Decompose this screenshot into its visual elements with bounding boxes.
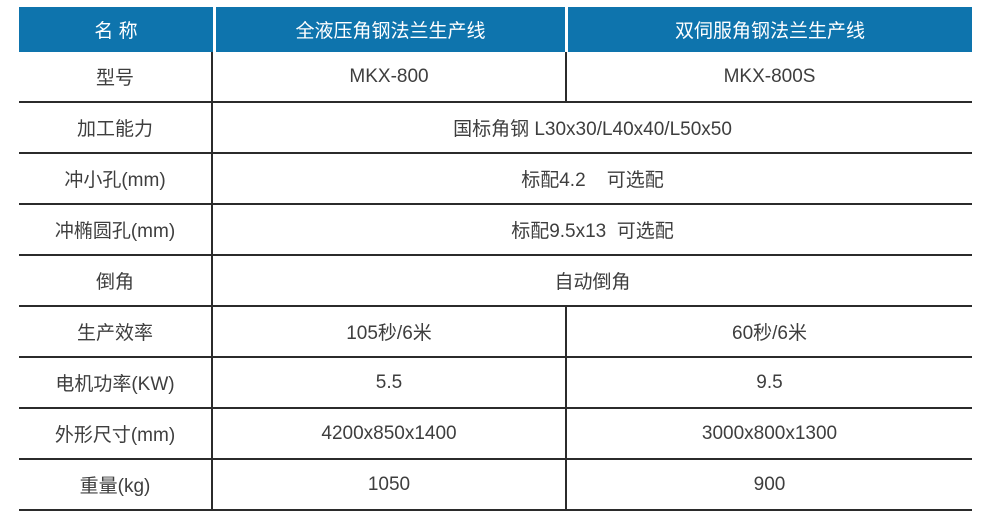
header-cell-hydraulic-line: 全液压角钢法兰生产线	[213, 7, 565, 52]
cell-value-merged: 标配4.2 可选配	[213, 154, 972, 205]
row-label: 生产效率	[19, 307, 213, 358]
table-row-small-hole: 冲小孔(mm) 标配4.2 可选配	[19, 154, 972, 205]
table-header-row: 名 称 全液压角钢法兰生产线 双伺服角钢法兰生产线	[19, 7, 972, 52]
cell-value: 3000x800x1300	[565, 409, 972, 460]
header-cell-name: 名 称	[19, 7, 213, 52]
row-label: 重量(kg)	[19, 460, 213, 511]
table-row-oval-hole: 冲椭圆孔(mm) 标配9.5x13 可选配	[19, 205, 972, 256]
spec-comparison-table: 名 称 全液压角钢法兰生产线 双伺服角钢法兰生产线 型号 MKX-800 MKX…	[19, 7, 972, 511]
cell-value-merged: 国标角钢 L30x30/L40x40/L50x50	[213, 103, 972, 154]
row-label: 加工能力	[19, 103, 213, 154]
cell-value: MKX-800	[213, 52, 565, 103]
row-label: 型号	[19, 52, 213, 103]
cell-value: 4200x850x1400	[213, 409, 565, 460]
cell-value: 105秒/6米	[213, 307, 565, 358]
row-label: 外形尺寸(mm)	[19, 409, 213, 460]
row-label: 冲椭圆孔(mm)	[19, 205, 213, 256]
cell-value-merged: 自动倒角	[213, 256, 972, 307]
row-label: 冲小孔(mm)	[19, 154, 213, 205]
table-row-motor-power: 电机功率(KW) 5.5 9.5	[19, 358, 972, 409]
table-row-dimensions: 外形尺寸(mm) 4200x850x1400 3000x800x1300	[19, 409, 972, 460]
cell-value: 9.5	[565, 358, 972, 409]
row-label: 倒角	[19, 256, 213, 307]
cell-value: 5.5	[213, 358, 565, 409]
cell-value: MKX-800S	[565, 52, 972, 103]
cell-value: 900	[565, 460, 972, 511]
table-row-weight: 重量(kg) 1050 900	[19, 460, 972, 511]
row-label: 电机功率(KW)	[19, 358, 213, 409]
table-row-capacity: 加工能力 国标角钢 L30x30/L40x40/L50x50	[19, 103, 972, 154]
table-row-chamfer: 倒角 自动倒角	[19, 256, 972, 307]
cell-value: 60秒/6米	[565, 307, 972, 358]
table-row-efficiency: 生产效率 105秒/6米 60秒/6米	[19, 307, 972, 358]
table-row-model: 型号 MKX-800 MKX-800S	[19, 52, 972, 103]
header-cell-servo-line: 双伺服角钢法兰生产线	[565, 7, 972, 52]
cell-value: 1050	[213, 460, 565, 511]
cell-value-merged: 标配9.5x13 可选配	[213, 205, 972, 256]
